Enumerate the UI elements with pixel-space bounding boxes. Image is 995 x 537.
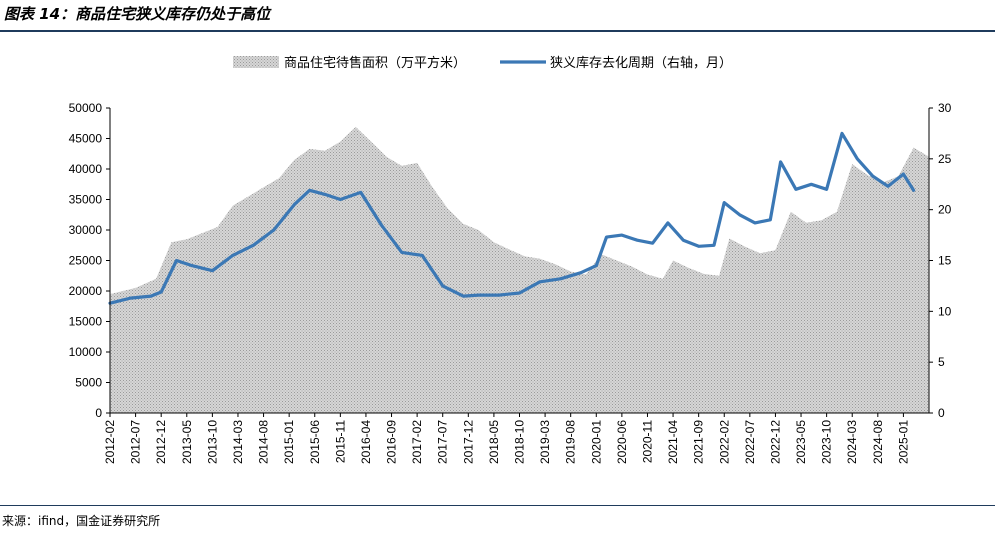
x-tick-label: 2022-02 [717,420,731,464]
x-tick-label: 2015-11 [333,420,347,463]
line-series-destock-cycle [108,131,916,305]
x-tick-label: 2012-02 [103,420,117,464]
x-tick-label: 2016-09 [385,420,399,464]
right-tick-label: 10 [938,304,952,318]
chart-legend: 商品住宅待售面积（万平方米） 狭义库存去化周期（右轴，月） [233,55,732,71]
x-tick-label: 2016-04 [359,420,373,464]
x-tick-label: 2017-12 [461,420,475,464]
right-tick-label: 0 [938,406,945,420]
x-tick-label: 2017-02 [410,420,424,464]
x-tick-label: 2024-08 [871,420,885,464]
left-tick-label: 10000 [69,345,103,359]
x-tick-label: 2012-07 [129,420,143,464]
x-tick-label: 2013-05 [180,420,194,464]
legend-swatch-area [233,56,279,68]
right-tick-label: 25 [938,152,952,166]
source-note: 来源：ifind，国金证券研究所 [2,514,161,528]
right-tick-label: 15 [938,254,952,268]
left-tick-label: 20000 [69,284,103,298]
combo-chart: 商品住宅待售面积（万平方米） 狭义库存去化周期（右轴，月） 0 5000 10000… [69,55,952,464]
left-tick-label: 30000 [69,223,103,237]
x-tick-label: 2015-06 [308,420,322,464]
x-tick-label: 2018-05 [487,420,501,464]
x-tick-label: 2019-08 [564,420,578,464]
footer-rule [0,505,995,506]
x-tick-label: 2020-11 [640,420,654,463]
x-tick-label: 2019-03 [538,420,552,464]
title-rule [0,30,995,32]
x-tick-label: 2023-05 [794,420,808,464]
legend-label-line: 狭义库存去化周期（右轴，月） [550,55,732,71]
left-tick-label: 35000 [69,193,103,207]
right-tick-label: 30 [938,101,952,115]
left-tick-label: 50000 [69,101,103,115]
x-tick-label: 2013-10 [205,420,219,464]
x-tick-label: 2021-04 [666,420,680,464]
left-tick-label: 0 [95,406,102,420]
x-tick-label: 2021-09 [692,420,706,464]
x-tick-label: 2014-03 [231,420,245,464]
x-tick-label: 2015-01 [282,420,296,464]
left-tick-label: 40000 [69,162,103,176]
x-tick-label: 2020-06 [615,420,629,464]
x-tick-label: 2014-08 [257,420,271,464]
left-tick-label: 15000 [69,315,103,329]
right-tick-label: 20 [938,203,952,217]
x-tick-label: 2020-01 [589,420,603,464]
left-tick-label: 25000 [69,254,103,268]
x-tick-label: 2024-03 [845,420,859,464]
x-tick-label: 2017-07 [436,420,450,464]
x-tick-label: 2025-01 [896,420,910,464]
x-tick-label: 2022-12 [768,420,782,464]
x-tick-label: 2012-12 [154,420,168,464]
x-tick-label: 2018-10 [513,420,527,464]
right-tick-label: 5 [938,355,945,369]
area-series-unsold-housing [110,126,929,414]
x-tick-label: 2022-07 [743,420,757,464]
left-tick-label: 45000 [69,132,103,146]
left-tick-label: 5000 [75,376,102,390]
chart-title: 图表 14：商品住宅狭义库存仍处于高位 [4,5,271,23]
x-tick-label: 2023-10 [820,420,834,464]
legend-label-area: 商品住宅待售面积（万平方米） [284,55,466,71]
